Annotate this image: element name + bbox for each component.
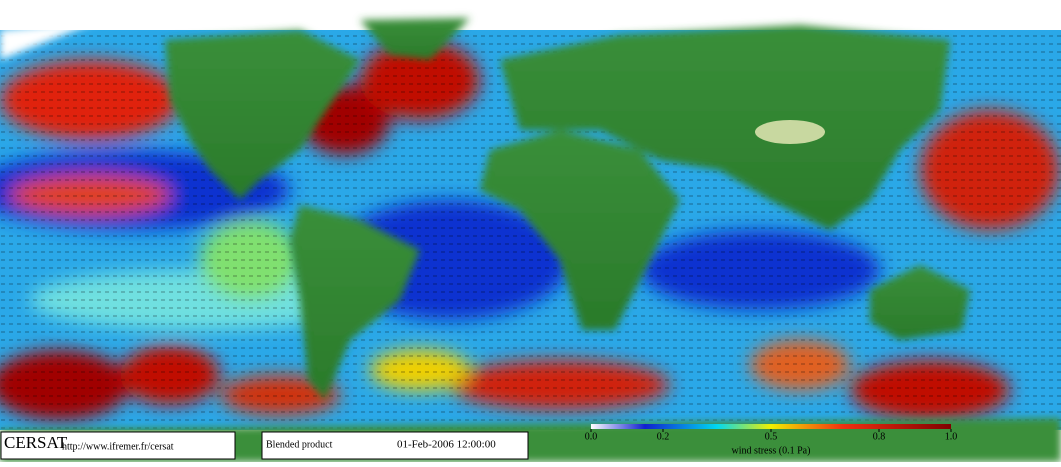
colorbar-tick-label: 1.0	[945, 431, 958, 442]
product: Blended product	[266, 439, 333, 450]
footer: CERSAT http://www.ifremer.fr/cersat Blen…	[0, 424, 951, 460]
logo-box	[0, 431, 236, 460]
product-box	[261, 431, 529, 460]
colorbar-tick-label: 0.5	[765, 431, 778, 442]
colorbar-tick-label: 0.8	[873, 431, 886, 442]
colorbar	[591, 424, 951, 429]
colorbar-label: wind stress (0.1 Pa)	[732, 445, 811, 456]
url: http://www.ifremer.fr/cersat	[62, 441, 174, 452]
logo: CERSAT	[4, 433, 68, 452]
plateau	[755, 120, 825, 144]
colorbar-tick-label: 0.2	[657, 431, 670, 442]
datetime: 01-Feb-2006 12:00:00	[397, 439, 496, 451]
colorbar-tick-label: 0.0	[585, 431, 598, 442]
